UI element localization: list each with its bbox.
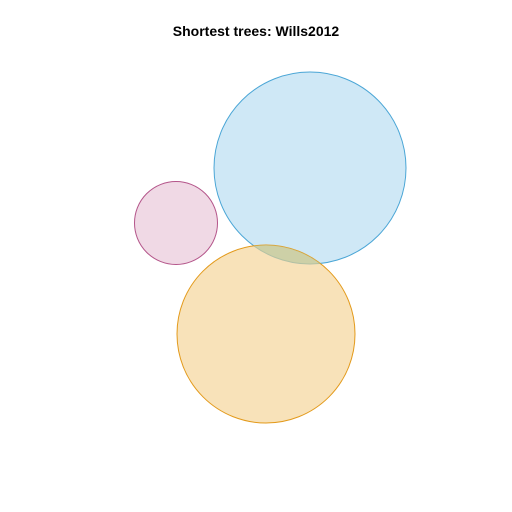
set-circle-blue — [213, 71, 407, 265]
diagram-title: Shortest trees: Wills2012 — [172, 23, 340, 39]
set-circle-orange — [176, 244, 356, 424]
set-circle-pink — [134, 181, 218, 265]
